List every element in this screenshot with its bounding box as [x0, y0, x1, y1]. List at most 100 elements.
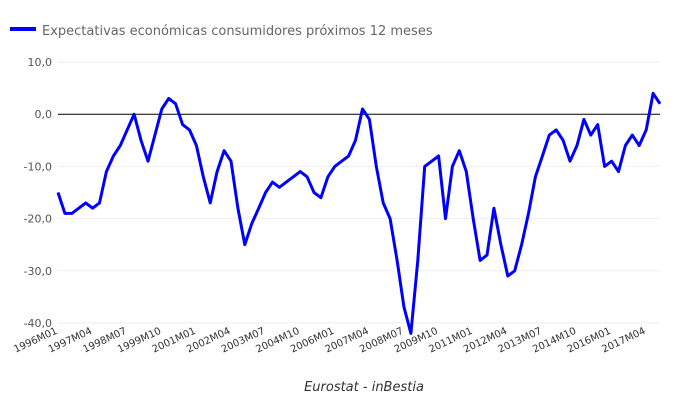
data-point[interactable] — [513, 269, 516, 272]
data-point[interactable] — [91, 207, 94, 210]
data-point[interactable] — [264, 191, 267, 194]
data-point[interactable] — [319, 196, 322, 199]
data-point[interactable] — [119, 144, 122, 147]
data-point[interactable] — [465, 170, 468, 173]
data-point[interactable] — [610, 160, 613, 163]
data-point[interactable] — [624, 144, 627, 147]
data-point[interactable] — [271, 181, 274, 184]
data-point[interactable] — [236, 207, 239, 210]
data-point[interactable] — [326, 175, 329, 178]
data-point[interactable] — [285, 181, 288, 184]
data-point[interactable] — [306, 175, 309, 178]
data-point[interactable] — [77, 207, 80, 210]
data-point[interactable] — [569, 160, 572, 163]
data-point[interactable] — [146, 160, 149, 163]
data-point[interactable] — [257, 207, 260, 210]
data-point[interactable] — [70, 212, 73, 215]
data-point[interactable] — [430, 160, 433, 163]
data-point[interactable] — [292, 175, 295, 178]
source-caption: Eurostat - inBestia — [304, 380, 424, 395]
data-point[interactable] — [195, 144, 198, 147]
data-point[interactable] — [375, 165, 378, 168]
data-point[interactable] — [223, 149, 226, 152]
data-point[interactable] — [631, 134, 634, 137]
data-point[interactable] — [243, 243, 246, 246]
data-point[interactable] — [617, 170, 620, 173]
data-point[interactable] — [313, 191, 316, 194]
grid — [58, 61, 660, 324]
data-point[interactable] — [472, 217, 475, 220]
data-point[interactable] — [368, 118, 371, 121]
data-point[interactable] — [506, 275, 509, 278]
data-point[interactable] — [562, 139, 565, 142]
data-point[interactable] — [202, 175, 205, 178]
data-point[interactable] — [133, 113, 136, 116]
data-point[interactable] — [492, 207, 495, 210]
data-point[interactable] — [98, 201, 101, 204]
data-point[interactable] — [596, 123, 599, 126]
data-point[interactable] — [603, 165, 606, 168]
data-point[interactable] — [548, 134, 551, 137]
data-point[interactable] — [250, 222, 253, 225]
x-axis: 1996M011997M041998M071999M102001M012002M… — [12, 326, 647, 356]
data-point[interactable] — [84, 201, 87, 204]
data-point[interactable] — [582, 118, 585, 121]
data-point[interactable] — [112, 154, 115, 157]
data-point[interactable] — [382, 201, 385, 204]
data-point[interactable] — [499, 243, 502, 246]
data-point[interactable] — [638, 144, 641, 147]
data-point[interactable] — [416, 259, 419, 262]
data-point[interactable] — [229, 160, 232, 163]
data-point[interactable] — [589, 134, 592, 137]
data-point[interactable] — [555, 128, 558, 131]
y-axis: 10,0 0,0 -10,0 -20,0 -30,0 -40,0 — [24, 56, 52, 330]
data-point[interactable] — [402, 306, 405, 309]
data-point[interactable] — [361, 107, 364, 110]
data-point[interactable] — [575, 144, 578, 147]
data-point[interactable] — [160, 107, 163, 110]
data-point[interactable] — [153, 134, 156, 137]
data-point[interactable] — [659, 102, 662, 105]
data-point[interactable] — [396, 259, 399, 262]
data-point[interactable] — [340, 160, 343, 163]
data-point[interactable] — [389, 217, 392, 220]
data-point[interactable] — [444, 217, 447, 220]
data-point[interactable] — [57, 191, 60, 194]
data-point[interactable] — [541, 154, 544, 157]
series-line[interactable] — [56, 91, 662, 335]
data-point[interactable] — [63, 212, 66, 215]
data-point[interactable] — [174, 102, 177, 105]
data-point[interactable] — [437, 154, 440, 157]
data-point[interactable] — [645, 128, 648, 131]
data-point[interactable] — [181, 123, 184, 126]
data-point[interactable] — [140, 139, 143, 142]
legend-swatch — [10, 27, 36, 31]
data-point[interactable] — [486, 254, 489, 257]
data-point[interactable] — [216, 170, 219, 173]
data-point[interactable] — [209, 201, 212, 204]
data-point[interactable] — [458, 149, 461, 152]
data-point[interactable] — [451, 165, 454, 168]
data-point[interactable] — [188, 128, 191, 131]
y-tick-label: 10,0 — [28, 56, 53, 69]
legend[interactable]: Expectativas económicas consumidores pró… — [10, 24, 433, 39]
data-point[interactable] — [409, 332, 412, 335]
data-point[interactable] — [167, 97, 170, 100]
data-point[interactable] — [652, 92, 655, 95]
data-point[interactable] — [527, 212, 530, 215]
data-point[interactable] — [354, 139, 357, 142]
data-point[interactable] — [105, 170, 108, 173]
data-point[interactable] — [479, 259, 482, 262]
data-point[interactable] — [278, 186, 281, 189]
data-point[interactable] — [299, 170, 302, 173]
data-point[interactable] — [534, 175, 537, 178]
data-point[interactable] — [333, 165, 336, 168]
data-point[interactable] — [347, 154, 350, 157]
data-point[interactable] — [520, 243, 523, 246]
y-tick-label: -30,0 — [24, 265, 52, 278]
data-point[interactable] — [126, 128, 129, 131]
series-layer — [56, 91, 662, 335]
data-point[interactable] — [423, 165, 426, 168]
